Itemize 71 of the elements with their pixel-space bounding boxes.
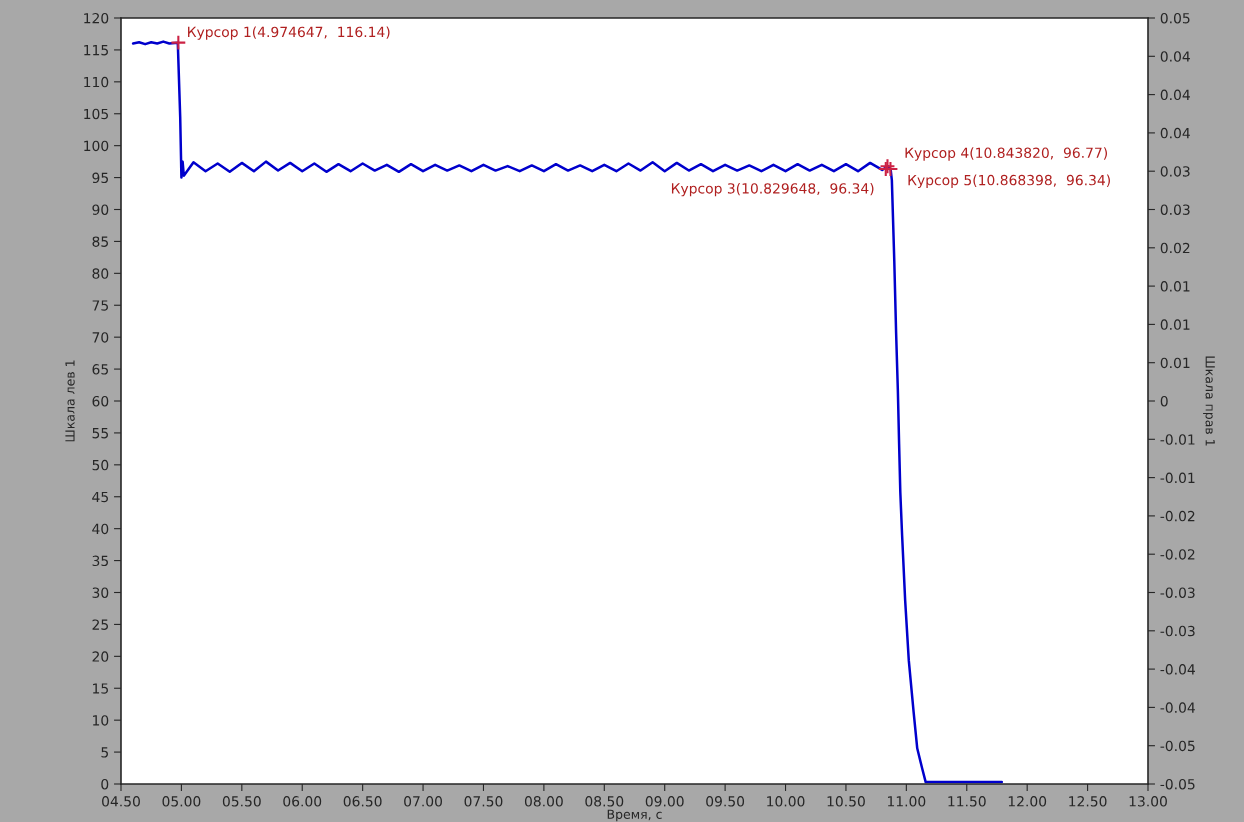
y-tick-label: 105	[84, 108, 108, 120]
y-tick-label: 65	[92, 364, 108, 375]
y-tick-label: 20	[92, 651, 109, 662]
y2-tick-label: 0.01	[1160, 281, 1190, 292]
y2-tick-label: 0.01	[1160, 357, 1190, 369]
x-tick-label: 13.00	[1129, 796, 1167, 807]
y2-tick-label: -0.02	[1160, 510, 1195, 522]
x-tick-label: 05.50	[222, 796, 261, 807]
x-tick-label: 11.50	[948, 796, 986, 807]
y-tick-label: 10	[93, 715, 109, 726]
y-tick-label: 110	[84, 76, 109, 88]
y-tick-label: 50	[92, 459, 109, 471]
x-tick-label: 06.00	[283, 796, 322, 807]
x-tick-label: 06.50	[343, 796, 382, 807]
y2-tick-label: -0.01	[1160, 472, 1195, 484]
y2-tick-label: -0.01	[1160, 434, 1195, 445]
y2-tick-label: -0.03	[1160, 587, 1195, 598]
x-tick-label: 09.00	[645, 796, 684, 807]
y2-tick-label: -0.02	[1160, 549, 1195, 560]
y-tick-label: 15	[93, 683, 108, 694]
y-tick-label: 5	[101, 747, 108, 758]
y-tick-label: 95	[92, 172, 108, 184]
x-tick-label: 12.50	[1069, 796, 1107, 807]
y2-tick-label: 0.02	[1160, 242, 1190, 254]
x-tick-label: 07.50	[464, 796, 503, 807]
y-axis-title: Шкала лев 1	[65, 360, 75, 442]
y-tick-label: 85	[92, 236, 108, 247]
x-tick-label: 04.50	[102, 796, 140, 807]
x-tick-label: 05.00	[162, 796, 201, 807]
y-tick-label: 0	[101, 778, 109, 790]
y2-tick-label: 0.04	[1160, 127, 1190, 139]
y-tick-label: 70	[92, 332, 109, 343]
y2-tick-label: 0.01	[1160, 319, 1190, 330]
y-tick-label: 25	[92, 619, 108, 630]
y-tick-label: 80	[92, 268, 109, 279]
y-tick-label: 60	[92, 395, 109, 407]
x-tick-label: 10.00	[767, 796, 805, 807]
y2-tick-label: 0	[1160, 395, 1168, 407]
annotation: Курсор 1(4.974647, 116.14)	[188, 26, 390, 40]
x-tick-label: 08.00	[524, 796, 563, 807]
y2-axis-title: Шкала прав 1	[1203, 356, 1215, 446]
annotation: Курсор 5(10.868398, 96.34)	[908, 174, 1110, 189]
x-tick-label: 10.50	[827, 796, 865, 807]
y-tick-label: 75	[92, 300, 108, 311]
x-tick-label: 09.50	[706, 796, 745, 807]
y2-tick-label: 0.04	[1160, 51, 1190, 62]
y-tick-label: 45	[92, 491, 108, 503]
y-tick-label: 90	[92, 204, 109, 215]
y-tick-label: 35	[92, 555, 108, 567]
y2-tick-label: -0.05	[1160, 740, 1195, 752]
y2-tick-label: 0.03	[1160, 204, 1190, 215]
annotation: Курсор 4(10.843820, 96.77)	[905, 147, 1107, 161]
y2-tick-label: -0.05	[1160, 778, 1195, 790]
x-axis-title: Время, с	[607, 809, 662, 822]
annotation: Курсор 3(10.829648, 96.34)	[671, 182, 874, 197]
y-tick-label: 120	[84, 12, 109, 24]
y-tick-label: 100	[84, 140, 109, 152]
y-tick-label: 115	[84, 45, 108, 56]
y2-tick-label: 0.04	[1160, 89, 1190, 101]
y2-tick-label: 0.03	[1160, 166, 1190, 177]
y2-tick-label: 0.05	[1160, 12, 1190, 24]
y2-tick-label: -0.04	[1160, 664, 1195, 675]
x-tick-label: 07.00	[404, 796, 443, 807]
y-tick-label: 40	[92, 523, 109, 535]
x-tick-label: 11.00	[888, 796, 926, 807]
x-tick-label: 08.50	[585, 796, 624, 807]
y-tick-label: 30	[92, 587, 109, 598]
x-tick-label: 12.00	[1008, 796, 1047, 807]
y2-tick-label: -0.03	[1160, 625, 1195, 637]
y-tick-label: 55	[92, 428, 108, 439]
y2-tick-label: -0.04	[1160, 702, 1195, 713]
